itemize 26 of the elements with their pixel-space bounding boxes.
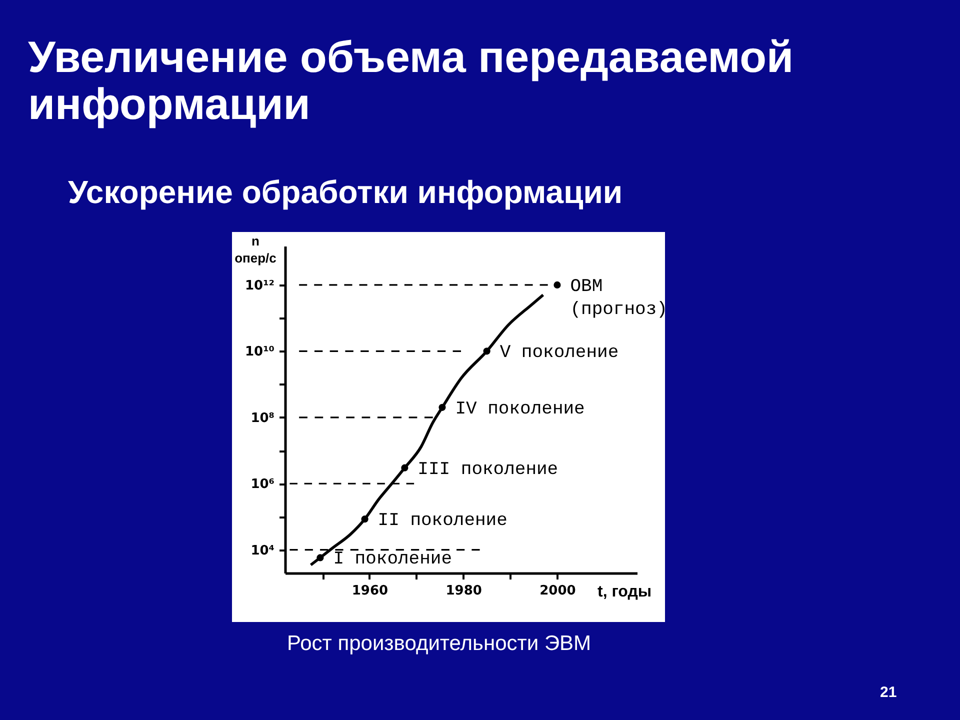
annotation: III поколение xyxy=(418,460,558,480)
y-axis-title: n опер/с xyxy=(234,234,276,266)
y-tick-label: 10¹⁰ xyxy=(245,344,275,360)
x-axis-title: t, годы xyxy=(598,584,652,600)
x-tick-label: 1960 xyxy=(352,584,388,598)
annotation: II поколение xyxy=(378,511,508,532)
x-tick-label: 2000 xyxy=(540,584,576,598)
text: Рост производительности ЭВМ xyxy=(287,632,592,655)
annotation: I поколение xyxy=(333,550,452,570)
point xyxy=(554,281,561,288)
point xyxy=(438,404,446,411)
point xyxy=(361,516,368,523)
chart-title: Увеличение объема передаваемой информации xyxy=(28,33,794,129)
x-tick-label: 1980 xyxy=(446,584,482,598)
point xyxy=(401,464,408,472)
y-tick-label: 10¹² xyxy=(245,278,274,294)
y-tick-label: 10⁸ xyxy=(250,410,275,426)
annotation: ОВМ (прогноз) xyxy=(570,276,668,320)
point xyxy=(316,554,324,562)
point xyxy=(483,348,490,355)
chart-subtitle: Ускорение обработки информации xyxy=(68,174,623,210)
annotation: IV поколение xyxy=(455,399,585,420)
annotation: V поколение xyxy=(500,343,619,364)
y-tick-label: 10⁶ xyxy=(250,477,275,492)
y-tick-label: 10⁴ xyxy=(250,543,275,558)
text: 21 xyxy=(880,684,897,701)
